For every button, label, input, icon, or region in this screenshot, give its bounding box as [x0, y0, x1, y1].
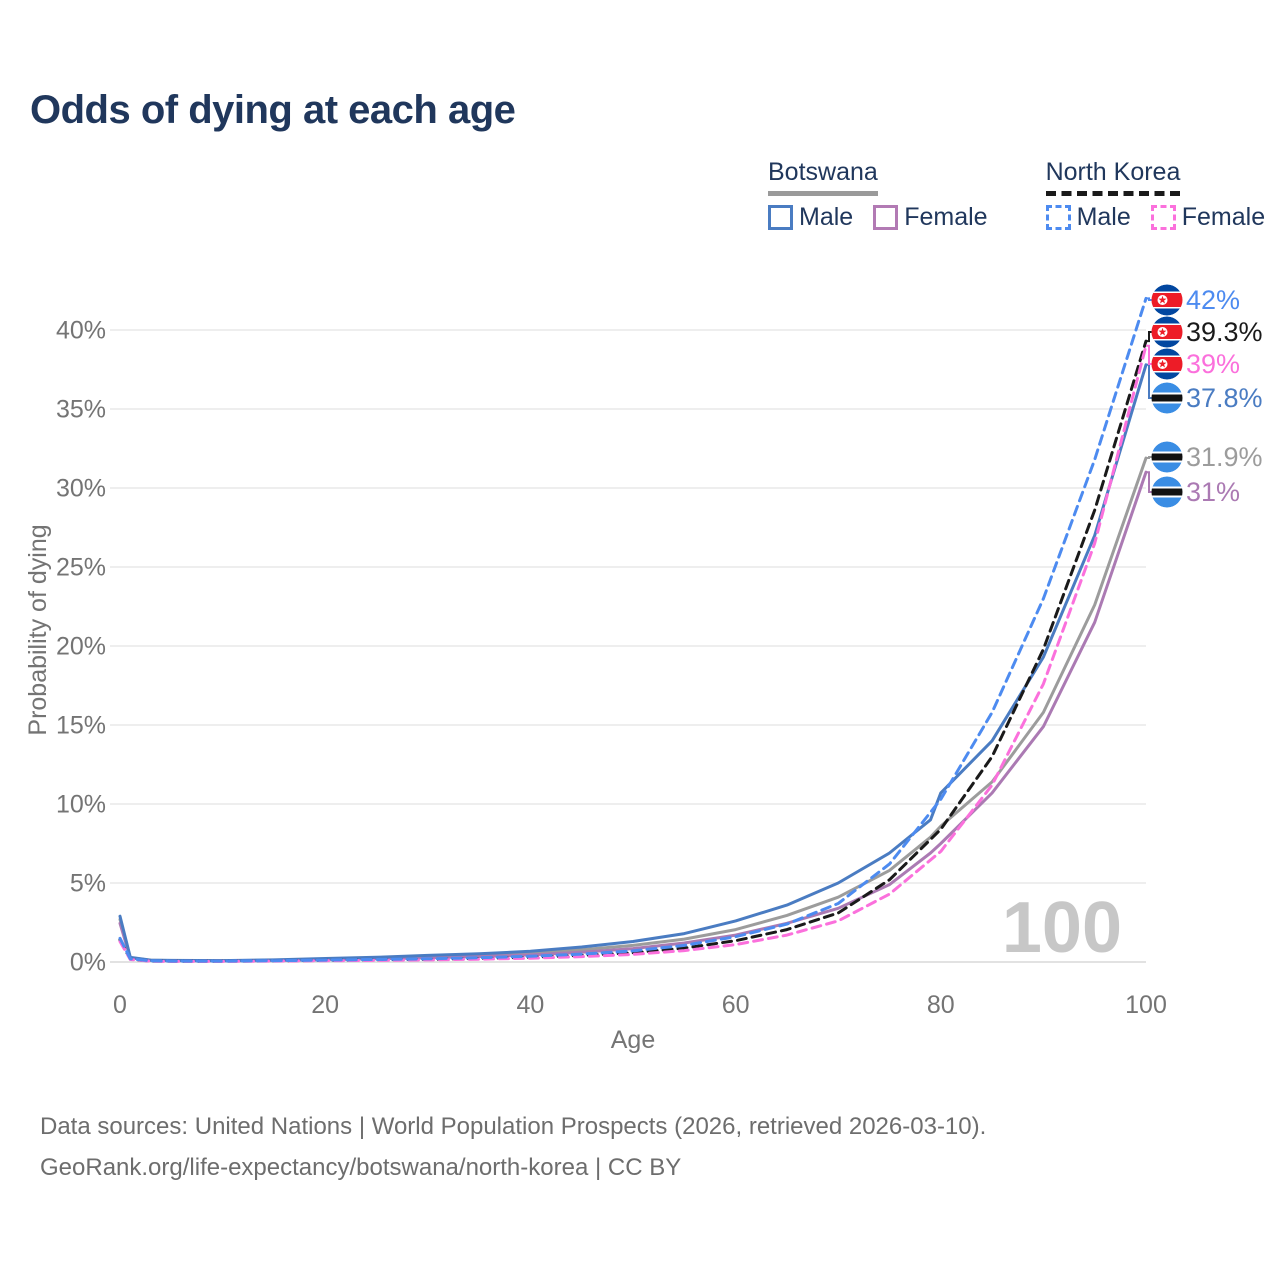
flag-north-korea-icon	[1151, 349, 1183, 380]
series-layer	[118, 296, 1148, 963]
legend-item-label: Male	[799, 203, 854, 231]
legend-item-label: Male	[1076, 203, 1131, 231]
series-line-nk-both[interactable]	[118, 339, 1148, 963]
end-value-label-bw-female: 31%	[1186, 477, 1240, 507]
y-tick-label-40: 40%	[56, 317, 106, 345]
legend-group-north-korea: North Korea Male Female	[1045, 158, 1266, 232]
y-tick-label-25: 25%	[56, 554, 106, 582]
legend-country-botswana: Botswana	[768, 158, 878, 196]
data-sources-footer: Data sources: United Nations | World Pop…	[40, 1106, 986, 1188]
end-label-connector-bw-male	[1146, 363, 1152, 399]
end-value-label-bw-male: 37.8%	[1186, 383, 1263, 413]
series-line-nk-male[interactable]	[118, 296, 1148, 963]
y-tick-label-0: 0%	[70, 949, 106, 977]
y-tick-label-5: 5%	[70, 870, 106, 898]
flag-north-korea-icon	[1151, 285, 1183, 316]
end-value-label-nk-female: 39%	[1186, 349, 1240, 379]
y-tick-label-30: 30%	[56, 475, 106, 503]
page-title: Odds of dying at each age	[30, 88, 516, 132]
axis-layer: 0% 5% 10% 15% 20% 25% 30% 35% 40% 0 20 40 60 80 100 Age…	[24, 317, 1167, 1055]
y-tick-label-15: 15%	[56, 712, 106, 740]
x-tick-label-60: 60	[722, 991, 750, 1019]
legend: Botswana Male Female North Korea Male Fe…	[768, 158, 1265, 232]
series-line-bw-both[interactable]	[118, 456, 1148, 963]
watermark-age-100: 100	[1002, 888, 1122, 968]
x-tick-label-100: 100	[1125, 991, 1167, 1019]
legend-items-north-korea: Male Female	[1045, 203, 1266, 232]
watermark-layer: 100	[1002, 888, 1122, 968]
series-line-bw-female[interactable]	[118, 470, 1148, 963]
end-label-connector-nk-both	[1146, 331, 1152, 343]
botswana-female-swatch-icon	[873, 205, 899, 230]
y-tick-label-10: 10%	[56, 791, 106, 819]
grid-layer	[110, 329, 1146, 963]
legend-item-north-korea-female[interactable]: Female	[1150, 203, 1266, 232]
end-label-connector-nk-male	[1146, 297, 1152, 301]
end-value-label-nk-male: 42%	[1186, 285, 1240, 315]
x-tick-label-20: 20	[311, 991, 339, 1019]
end-label-connector-nk-female	[1146, 344, 1152, 365]
legend-item-label: Female	[1181, 203, 1266, 231]
end-label-connector-bw-both	[1146, 456, 1152, 459]
x-axis-title: Age	[611, 1026, 655, 1054]
legend-item-botswana-female[interactable]: Female	[873, 203, 988, 232]
y-tick-label-35: 35%	[56, 396, 106, 424]
end-label-layer: 31.9% 31% 37.8% 39.3%39% 42%	[1146, 285, 1263, 508]
legend-item-botswana-male[interactable]: Male	[768, 203, 853, 232]
flag-botswana-icon	[1151, 477, 1183, 508]
north-korea-female-swatch-icon	[1150, 205, 1176, 230]
end-value-label-bw-both: 31.9%	[1186, 442, 1263, 472]
chart-canvas: 0% 5% 10% 15% 20% 25% 30% 35% 40% 0 20 40 60 80 100 Age…	[24, 0, 1263, 1055]
botswana-male-swatch-icon	[768, 205, 793, 230]
legend-group-botswana: Botswana Male Female	[768, 158, 988, 232]
legend-items-botswana: Male Female	[768, 203, 988, 232]
x-tick-label-40: 40	[516, 991, 544, 1019]
legend-item-north-korea-male[interactable]: Male	[1045, 203, 1131, 232]
y-tick-label-20: 20%	[56, 633, 106, 661]
x-tick-label-0: 0	[113, 991, 127, 1019]
series-line-nk-female[interactable]	[118, 344, 1148, 963]
end-label-connector-bw-female	[1146, 471, 1152, 493]
legend-country-north-korea: North Korea	[1045, 158, 1181, 196]
end-value-label-nk-both: 39.3%	[1186, 317, 1263, 347]
x-tick-label-80: 80	[927, 991, 955, 1019]
y-axis-title: Probability of dying	[24, 524, 52, 735]
flag-botswana-icon	[1151, 383, 1183, 414]
series-line-bw-male[interactable]	[118, 363, 1148, 963]
flag-north-korea-icon	[1151, 317, 1183, 348]
footer-line-attribution: GeoRank.org/life-expectancy/botswana/nor…	[40, 1154, 682, 1181]
legend-item-label: Female	[904, 203, 988, 231]
flag-botswana-icon	[1151, 442, 1183, 473]
footer-line-sources: Data sources: United Nations | World Pop…	[40, 1113, 987, 1140]
north-korea-male-swatch-icon	[1045, 205, 1071, 230]
